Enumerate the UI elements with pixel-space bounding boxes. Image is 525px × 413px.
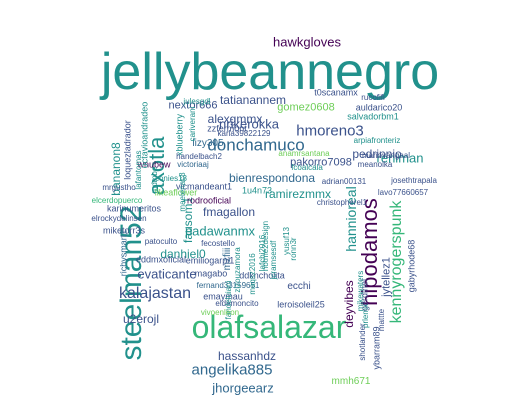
cloud-word: padawanmx [184, 223, 256, 239]
cloud-word: maqsz2016 [248, 253, 257, 295]
cloud-word: elrockydelinsen [91, 214, 147, 223]
cloud-word: richysmart1 [118, 229, 129, 277]
cloud-word: likeaflower [154, 187, 198, 198]
cloud-word: zizouzamora [233, 247, 242, 293]
cloud-word: bienrespondona [228, 171, 316, 185]
cloud-word: rodrooficial [186, 195, 232, 206]
cloud-word: notme2design [261, 220, 270, 272]
cloud-word: olafsalazar [191, 309, 347, 345]
cloud-word: elcerdopuerco [91, 196, 143, 205]
cloud-word: maelenac8 [178, 172, 187, 212]
cloud-word: lizy305 [192, 138, 224, 149]
cloud-word: reniman [376, 150, 424, 166]
cloud-word: anamrsantana [278, 149, 330, 158]
cloud-word: zzfermont [207, 123, 247, 134]
cloud-word: mrgustho [102, 183, 136, 192]
cloud-word: danhiel0 [160, 247, 206, 261]
cloud-word: emaymau [203, 291, 243, 302]
cloud-word: salvadorbm1 [347, 111, 399, 122]
cloud-word: rucofifi [361, 93, 385, 102]
cloud-word: nextor666 [168, 99, 218, 112]
cloud-word: eldemoncito [215, 299, 259, 308]
cloud-word: adrian00131 [321, 177, 367, 186]
cloud-word: ecchi [287, 281, 311, 292]
cloud-word: donchamuco [207, 135, 305, 155]
cloud-word: deyvibes [342, 280, 356, 328]
cloud-word: hmoreno3 [296, 122, 364, 140]
cloud-word: ddkncholita [239, 270, 285, 281]
cloud-word: jellybeannegro [100, 43, 440, 101]
cloud-word: auldarico20 [355, 102, 403, 113]
cloud-word: wnubew [137, 159, 171, 170]
cloud-word: jytellez1 [380, 257, 393, 297]
cloud-word: fcoalcala [291, 163, 323, 172]
cloud-word: evaticante [137, 266, 197, 282]
cloud-word: handelbach2 [176, 152, 222, 161]
cloud-word: conies18 [154, 174, 188, 183]
cloud-word: alexgmmx [207, 112, 263, 126]
cloud-word: fernand33159651 [196, 281, 260, 290]
cloud-word: ybarram89 [371, 326, 382, 370]
cloud-word: karinumeritos [106, 203, 162, 214]
cloud-word: ramirezmmx [265, 187, 331, 201]
cloud-word: julesgdl [183, 97, 211, 106]
cloud-word: emiliogarpi1 [185, 255, 235, 266]
cloud-word: fmagallon [202, 205, 256, 219]
cloud-word: gomez0608 [277, 101, 335, 114]
cloud-word: loquezladrador [122, 120, 133, 180]
cloud-word: mmh671 [331, 376, 371, 387]
cloud-word: karla39822129 [217, 129, 271, 138]
cloud-word: meanolka [357, 160, 393, 169]
cloud-word: arpiafronteriz [353, 136, 401, 145]
cloud-word: hawkgloves [273, 34, 341, 50]
cloud-word: kalajastan [118, 285, 192, 302]
cloud-word: lavo77660657 [377, 188, 429, 197]
cloud-word: jcramsesdf [269, 240, 278, 280]
cloud-word: jhorgeearz [212, 380, 274, 396]
cloud-word: mariovangaal [361, 151, 411, 160]
cloud-word: josethtrapala [391, 176, 437, 185]
cloud-word: angelika885 [191, 361, 273, 379]
cloud-word: pakorro7098 [290, 156, 352, 169]
cloud-word: christopherel1 [316, 198, 368, 207]
cloud-word: lafantomas [134, 150, 143, 190]
cloud-word: fecostello [201, 239, 235, 248]
cloud-word: hannioreal [343, 186, 359, 252]
cloud-word: gabyrhode68 [406, 239, 417, 293]
cloud-word: xblueberry [174, 113, 185, 157]
cloud-word: magabo [194, 268, 228, 279]
cloud-word: cariverani [188, 106, 197, 142]
cloud-word: tatianannem [219, 93, 287, 107]
cloud-word: 1u4n73 [241, 185, 273, 196]
cloud-word: nrikerokka [219, 116, 279, 132]
cloud-word: victoriaaj [177, 160, 209, 169]
cloud-word: eddmxoficial [135, 254, 187, 265]
cloud-word: patoculto [144, 237, 178, 246]
cloud-word: t0scanamx [314, 87, 358, 98]
cloud-word: miketorr3s [102, 225, 146, 236]
cloud-word: u2erojl [122, 312, 160, 326]
cloud-word: shotlander [358, 323, 367, 361]
cloud-word: mdmbe [150, 166, 159, 194]
cloud-word: vivoenleon [200, 308, 240, 317]
cloud-word: leroisoleil25 [277, 299, 325, 310]
cloud-word: vicmandeant1 [175, 181, 233, 192]
cloud-word: pedrinnio [352, 147, 402, 161]
cloud-word: hassanhdz [217, 349, 277, 363]
cloud-word: ronn3r [289, 237, 298, 261]
